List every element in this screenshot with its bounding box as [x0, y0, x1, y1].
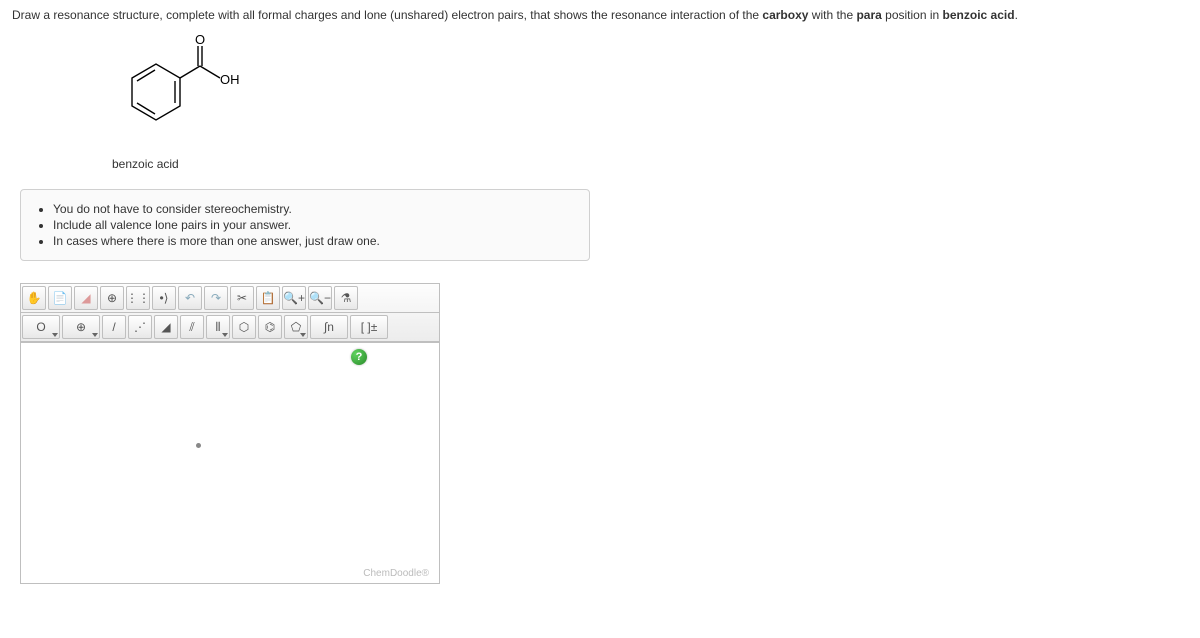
dotted-bond-icon[interactable]: ⋰ — [128, 315, 152, 339]
wedge-bond-icon[interactable]: ◢ — [154, 315, 178, 339]
clean-icon[interactable]: ⚗ — [334, 286, 358, 310]
instruction-item: Include all valence lone pairs in your a… — [53, 218, 575, 232]
move-icon[interactable]: ✋ — [22, 286, 46, 310]
erase-icon[interactable]: ◢ — [74, 286, 98, 310]
bracket-charge-icon[interactable]: [ ]± — [350, 315, 388, 339]
chain-icon[interactable]: ∫n — [310, 315, 348, 339]
radical-icon[interactable]: •⟩ — [152, 286, 176, 310]
undo-icon[interactable]: ↶ — [178, 286, 202, 310]
prompt-b3: benzoic acid — [943, 8, 1015, 22]
prompt-b2: para — [856, 8, 881, 22]
instruction-item: You do not have to consider stereochemis… — [53, 202, 575, 216]
cyclopentane-icon[interactable]: ⬠ — [284, 315, 308, 339]
open-icon[interactable]: 📄 — [48, 286, 72, 310]
chemdoodle-watermark: ChemDoodle® — [363, 568, 429, 579]
zoomout-icon[interactable]: 🔍− — [308, 286, 332, 310]
oxygen-label: O — [195, 32, 205, 47]
element-picker[interactable]: O — [22, 315, 60, 339]
lonepair-icon[interactable]: ⋮⋮ — [126, 286, 150, 310]
prompt-b1: carboxy — [762, 8, 808, 22]
prompt-post: . — [1015, 8, 1018, 22]
drawing-canvas[interactable]: ? ChemDoodle® — [20, 342, 440, 584]
sketcher-toolbar: ✋📄◢⊕⋮⋮•⟩↶↷✂📋🔍+🔍−⚗ O⊕/⋰◢⫽⫴⬡⌬⬠∫n[ ]± — [20, 283, 440, 342]
molecule-name: benzoic acid — [112, 157, 1188, 171]
chemdoodle-sketcher: ✋📄◢⊕⋮⋮•⟩↶↷✂📋🔍+🔍−⚗ O⊕/⋰◢⫽⫴⬡⌬⬠∫n[ ]± ? Che… — [20, 283, 440, 584]
instructions-panel: You do not have to consider stereochemis… — [20, 189, 590, 261]
prompt-mid1: with the — [808, 8, 856, 22]
molecule-diagram: O OH benzoic acid — [92, 32, 1188, 171]
dropdown-arrow-icon — [92, 333, 98, 337]
cut-icon[interactable]: ✂ — [230, 286, 254, 310]
cyclohexane-icon[interactable]: ⬡ — [232, 315, 256, 339]
paste-icon[interactable]: 📋 — [256, 286, 280, 310]
question-prompt: Draw a resonance structure, complete wit… — [12, 8, 1188, 22]
single-bond-icon[interactable]: / — [102, 315, 126, 339]
prompt-pre: Draw a resonance structure, complete wit… — [12, 8, 762, 22]
double-bond-icon[interactable]: ⫽ — [180, 315, 204, 339]
instructions-list: You do not have to consider stereochemis… — [35, 202, 575, 248]
triple-bond-icon[interactable]: ⫴ — [206, 315, 230, 339]
instruction-item: In cases where there is more than one an… — [53, 234, 575, 248]
benzene-icon[interactable]: ⌬ — [258, 315, 282, 339]
hydroxyl-label: OH — [220, 72, 240, 87]
dropdown-arrow-icon — [222, 333, 228, 337]
prompt-mid2: position in — [882, 8, 943, 22]
dropdown-arrow-icon — [300, 333, 306, 337]
redo-icon[interactable]: ↷ — [204, 286, 228, 310]
charge-picker[interactable]: ⊕ — [62, 315, 100, 339]
dropdown-arrow-icon — [52, 333, 58, 337]
benzoic-acid-structure: O OH — [92, 32, 272, 152]
placed-atom-dot[interactable] — [196, 443, 201, 448]
zoomin-icon[interactable]: 🔍+ — [282, 286, 306, 310]
help-icon[interactable]: ? — [351, 349, 367, 365]
center-icon[interactable]: ⊕ — [100, 286, 124, 310]
